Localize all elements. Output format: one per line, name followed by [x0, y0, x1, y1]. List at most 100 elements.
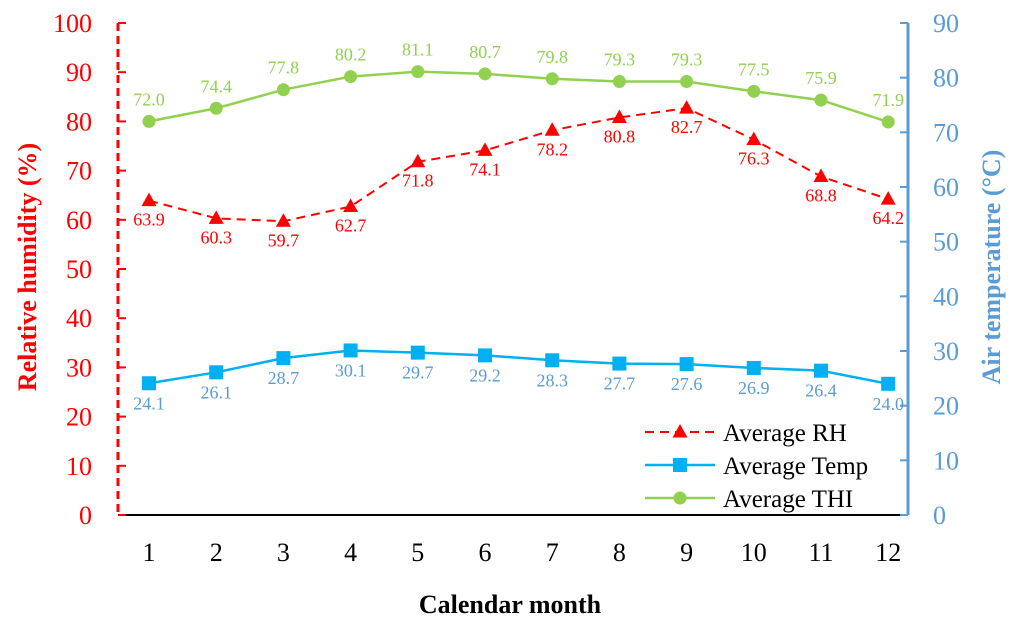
y-axis-left-title: Relative humidity (%): [13, 143, 42, 391]
x-tick-label: 9: [680, 538, 693, 567]
x-tick-label: 2: [210, 538, 223, 567]
data-label: 79.3: [604, 49, 636, 69]
data-point: [209, 101, 223, 115]
data-label: 80.8: [604, 126, 636, 146]
data-point: [545, 353, 560, 368]
y-axis-right-title: Air temperature (°C): [977, 150, 1006, 385]
data-label: 78.2: [536, 139, 568, 159]
data-point: [611, 109, 627, 123]
y-right-tick-label: 80: [933, 64, 959, 93]
x-tick-label: 4: [344, 538, 357, 567]
data-label: 75.9: [805, 68, 837, 88]
data-point: [813, 168, 829, 183]
data-label: 28.3: [536, 370, 568, 390]
data-point: [411, 65, 425, 79]
data-point: [276, 83, 290, 97]
data-point: [478, 348, 492, 363]
data-label: 71.8: [402, 171, 434, 191]
x-tick-label: 12: [875, 538, 901, 567]
data-point: [410, 345, 425, 360]
data-point: [344, 70, 358, 84]
x-tick-label: 7: [546, 538, 559, 567]
data-label: 29.7: [402, 363, 434, 383]
data-label: 59.7: [268, 230, 300, 250]
data-point: [747, 84, 761, 98]
series-line-average-thi: [148, 70, 889, 124]
data-point: [612, 356, 627, 371]
legend-marker: [673, 491, 687, 505]
x-tick-label: 1: [143, 538, 156, 567]
plot-area: 0 10 20 30 40 50 60 70 80 90 100 0 10 20 30 40 50 60 70 80 9…: [53, 9, 959, 567]
y-right-tick-label: 90: [933, 9, 959, 38]
x-tick-label: 10: [741, 538, 767, 567]
y-left-tick-label: 50: [66, 255, 92, 284]
legend-label: Average RH: [723, 420, 847, 447]
data-label: 74.4: [200, 76, 232, 96]
data-point: [679, 357, 694, 372]
data-label: 71.9: [872, 90, 904, 110]
data-label: 68.8: [805, 186, 837, 206]
data-point: [746, 131, 762, 146]
data-label: 60.3: [200, 227, 232, 247]
data-label: 72.0: [133, 89, 165, 109]
y-left-tick-label: 60: [66, 206, 92, 235]
y-left-tick-label: 100: [53, 9, 92, 38]
series-line-average-rh: [148, 107, 889, 223]
data-point: [142, 376, 156, 391]
y-left-tick-label: 20: [66, 403, 92, 432]
y-right-tick-label: 20: [933, 392, 959, 421]
y-right-tick-label: 10: [933, 446, 959, 475]
x-tick-label: 5: [411, 538, 424, 567]
data-label: 24.1: [133, 393, 165, 413]
data-label: 27.7: [604, 374, 636, 394]
data-point: [880, 191, 896, 205]
data-point: [612, 74, 626, 88]
x-axis-title: Calendar month: [419, 590, 602, 619]
y-left-tick-label: 40: [66, 304, 92, 333]
data-label: 79.3: [671, 49, 703, 69]
data-label: 28.7: [268, 368, 300, 388]
data-point: [746, 360, 761, 375]
data-point: [478, 67, 492, 81]
data-point: [275, 213, 291, 227]
data-point: [477, 142, 493, 156]
data-point: [881, 376, 896, 391]
data-label: 74.1: [469, 159, 501, 179]
y-right-tick-label: 70: [933, 118, 959, 147]
data-label: 27.6: [671, 374, 703, 394]
data-label: 76.3: [738, 149, 770, 169]
data-label: 63.9: [133, 210, 165, 230]
data-label: 24.0: [872, 394, 904, 414]
data-point: [343, 198, 359, 213]
y-left-tick-label: 0: [79, 501, 92, 530]
y-left-tick-label: 90: [66, 58, 92, 87]
data-point: [680, 74, 694, 88]
data-point: [276, 351, 291, 366]
data-label: 81.1: [402, 40, 434, 60]
y-left-tick-label: 30: [66, 353, 92, 382]
data-label: 30.1: [335, 360, 367, 380]
series-line-average-temp: [148, 349, 889, 386]
x-tick-label: 11: [808, 538, 833, 567]
data-point: [545, 72, 559, 86]
y-left-tick-label: 70: [66, 157, 92, 186]
data-label: 62.7: [335, 216, 367, 236]
data-label: 26.1: [200, 382, 232, 402]
data-point: [410, 153, 426, 168]
y-right-tick-label: 30: [933, 337, 959, 366]
data-label: 77.8: [268, 58, 300, 78]
y-right-tick-label: 40: [933, 282, 959, 311]
data-point: [881, 115, 895, 129]
y-right-tick-label: 0: [933, 501, 946, 530]
y-right-tick-label: 60: [933, 173, 959, 202]
data-point: [208, 210, 224, 224]
data-point: [679, 100, 695, 114]
data-label: 80.2: [335, 45, 367, 65]
data-label: 82.7: [671, 117, 703, 137]
data-point: [209, 365, 224, 380]
data-label: 80.7: [469, 42, 501, 62]
legend-marker: [673, 458, 687, 472]
y-left-tick-label: 10: [66, 452, 92, 481]
x-tick-label: 3: [277, 538, 290, 567]
